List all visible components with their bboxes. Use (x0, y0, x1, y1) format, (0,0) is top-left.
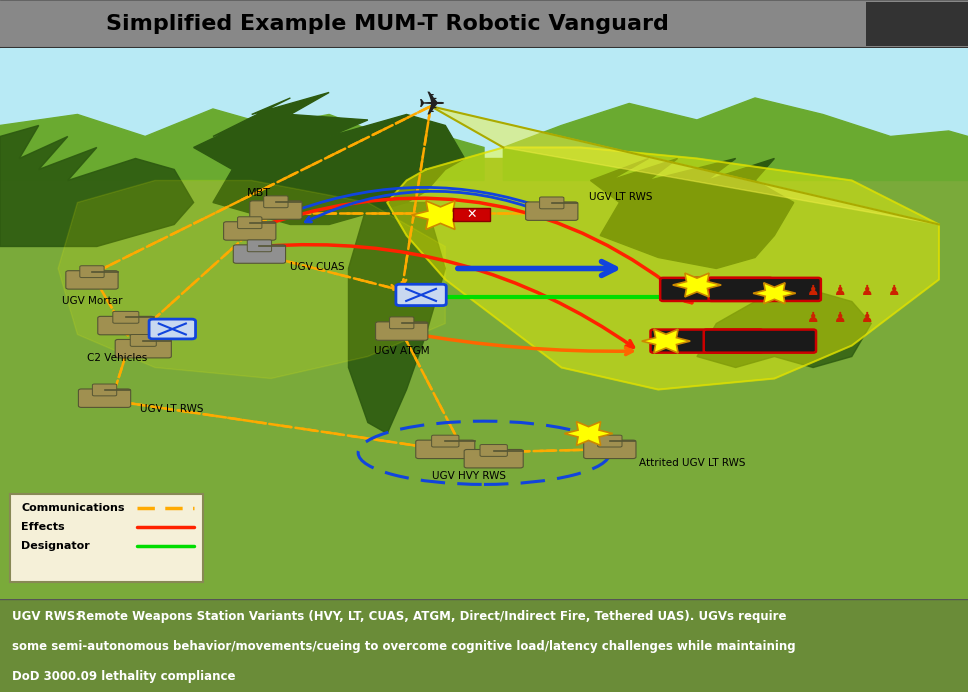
Text: UGV ATGM: UGV ATGM (374, 345, 430, 356)
Text: ♟: ♟ (807, 284, 819, 298)
Polygon shape (431, 106, 939, 224)
FancyBboxPatch shape (539, 197, 564, 209)
Text: ♟: ♟ (889, 284, 900, 298)
Text: UGV RWS:: UGV RWS: (12, 610, 79, 623)
Polygon shape (503, 98, 968, 181)
FancyBboxPatch shape (233, 245, 286, 263)
Polygon shape (58, 181, 445, 379)
Text: ♟: ♟ (807, 311, 819, 325)
Text: C2 Vehicles: C2 Vehicles (87, 353, 147, 363)
Bar (866, 3, 968, 46)
Text: Remote Weapons Station Variants (HVY, LT, CUAS, ATGM, Direct/Indirect Fire, Teth: Remote Weapons Station Variants (HVY, LT… (73, 610, 786, 623)
Text: Attrited UGV LT RWS: Attrited UGV LT RWS (639, 458, 745, 468)
Text: UGV LT RWS: UGV LT RWS (140, 404, 204, 415)
Bar (0, 48, 968, 170)
Text: UGV HVY RWS: UGV HVY RWS (433, 471, 506, 481)
Polygon shape (0, 125, 194, 246)
Text: UGV CUAS: UGV CUAS (290, 262, 345, 272)
FancyBboxPatch shape (113, 311, 138, 323)
Text: ♟: ♟ (834, 284, 846, 298)
FancyBboxPatch shape (78, 389, 131, 408)
Text: MBT: MBT (247, 188, 271, 198)
FancyBboxPatch shape (263, 196, 288, 208)
FancyBboxPatch shape (597, 435, 622, 447)
FancyBboxPatch shape (480, 444, 507, 456)
Text: Simplified Example MUM-T Robotic Vanguard: Simplified Example MUM-T Robotic Vanguar… (106, 15, 669, 34)
Polygon shape (753, 283, 796, 304)
Polygon shape (194, 93, 465, 224)
FancyBboxPatch shape (709, 278, 821, 301)
FancyBboxPatch shape (389, 317, 414, 329)
Polygon shape (642, 329, 690, 353)
FancyBboxPatch shape (224, 221, 276, 240)
Polygon shape (590, 158, 794, 268)
Text: DoD 3000.09 lethality compliance: DoD 3000.09 lethality compliance (12, 670, 235, 682)
Polygon shape (0, 109, 484, 181)
Bar (0, 158, 968, 599)
FancyBboxPatch shape (660, 278, 772, 301)
Text: UGV Mortar: UGV Mortar (62, 296, 122, 306)
Polygon shape (564, 421, 613, 446)
Text: ♟: ♟ (862, 311, 873, 325)
FancyBboxPatch shape (66, 271, 118, 289)
FancyBboxPatch shape (149, 319, 196, 339)
FancyBboxPatch shape (704, 329, 816, 353)
FancyBboxPatch shape (650, 329, 763, 353)
Text: ✕: ✕ (467, 208, 476, 221)
FancyBboxPatch shape (250, 201, 302, 219)
Text: some semi-autonomous behavior/movements/cueing to overcome cognitive load/latenc: some semi-autonomous behavior/movements/… (12, 639, 796, 653)
FancyBboxPatch shape (131, 334, 156, 346)
FancyBboxPatch shape (584, 440, 636, 459)
FancyBboxPatch shape (416, 440, 474, 459)
Text: ♟: ♟ (834, 311, 846, 325)
Text: Designator: Designator (21, 541, 90, 552)
Polygon shape (411, 201, 469, 230)
Text: Communications: Communications (21, 503, 125, 513)
Polygon shape (348, 203, 445, 433)
FancyBboxPatch shape (247, 240, 272, 252)
Text: Effects: Effects (21, 522, 65, 532)
FancyBboxPatch shape (237, 217, 262, 228)
Polygon shape (697, 291, 871, 367)
FancyBboxPatch shape (92, 384, 117, 396)
FancyBboxPatch shape (432, 435, 459, 447)
FancyBboxPatch shape (98, 316, 154, 335)
FancyBboxPatch shape (79, 266, 105, 277)
Polygon shape (673, 273, 721, 297)
FancyBboxPatch shape (10, 494, 203, 582)
FancyBboxPatch shape (376, 322, 428, 340)
FancyBboxPatch shape (396, 284, 446, 306)
FancyBboxPatch shape (465, 450, 523, 468)
Polygon shape (387, 147, 939, 390)
Text: UGV LT RWS: UGV LT RWS (589, 192, 652, 203)
Text: ♟: ♟ (862, 284, 873, 298)
FancyBboxPatch shape (115, 340, 171, 358)
Text: ✈: ✈ (417, 89, 444, 122)
Bar (453, 208, 490, 221)
FancyBboxPatch shape (526, 202, 578, 220)
